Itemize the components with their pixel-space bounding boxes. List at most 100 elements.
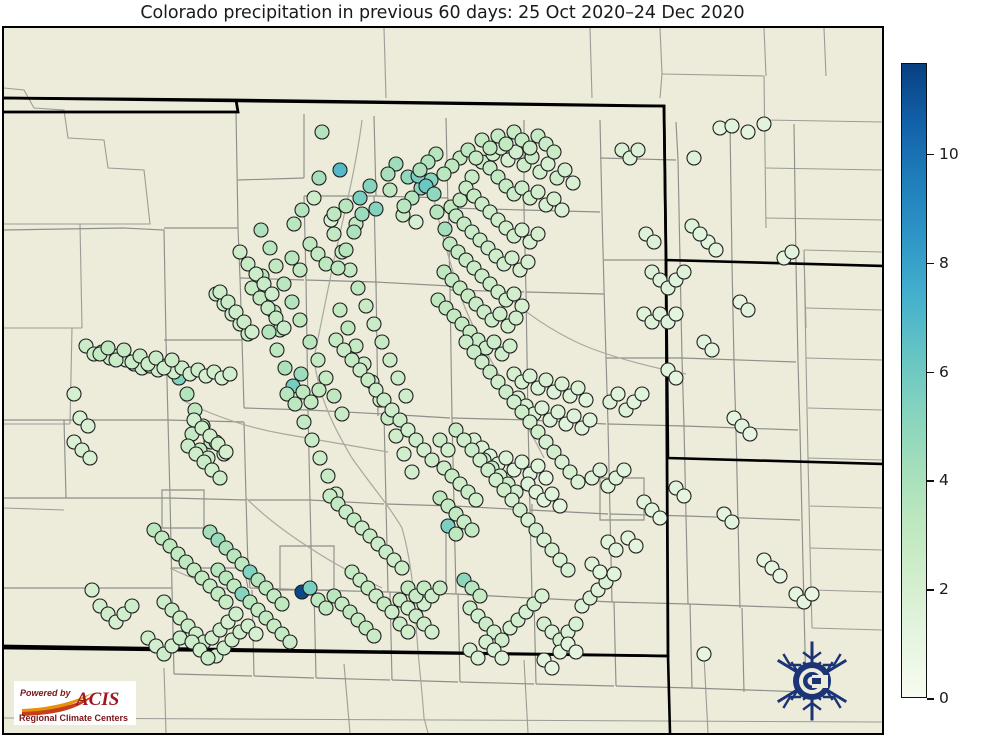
station-marker	[514, 454, 530, 470]
station-marker	[490, 374, 506, 390]
station-marker	[80, 418, 96, 434]
colorbar-tick	[927, 589, 934, 591]
station-marker	[522, 414, 538, 430]
station-marker	[302, 334, 318, 350]
station-marker	[520, 254, 536, 270]
station-marker	[550, 404, 566, 420]
station-marker	[494, 632, 510, 648]
station-marker	[466, 344, 482, 360]
station-marker	[108, 352, 124, 368]
station-marker	[240, 256, 256, 272]
station-marker	[724, 514, 740, 530]
station-marker	[772, 568, 788, 584]
station-marker	[692, 226, 708, 242]
station-marker	[506, 394, 522, 410]
station-marker	[318, 600, 334, 616]
station-marker	[440, 442, 456, 458]
station-marker	[554, 376, 570, 392]
colorbar-tick	[927, 262, 934, 265]
station-marker	[358, 298, 374, 314]
station-marker	[228, 606, 244, 622]
station-marker	[562, 464, 578, 480]
station-marker	[312, 450, 328, 466]
station-marker	[360, 372, 376, 388]
station-marker	[437, 221, 453, 237]
station-marker	[686, 150, 702, 166]
station-marker	[472, 452, 488, 468]
station-marker	[506, 286, 522, 302]
station-marker	[200, 650, 216, 666]
station-marker	[236, 314, 252, 330]
station-marker	[362, 178, 378, 194]
station-marker	[470, 650, 486, 666]
station-marker	[534, 588, 550, 604]
station-marker	[400, 624, 416, 640]
station-marker	[546, 191, 562, 207]
station-marker	[306, 190, 322, 206]
station-marker	[436, 166, 452, 182]
station-marker	[304, 432, 320, 448]
station-marker	[458, 334, 474, 350]
station-marker	[310, 246, 326, 262]
station-marker	[546, 444, 562, 460]
station-marker	[429, 204, 445, 220]
station-marker	[408, 432, 424, 448]
map-background	[4, 28, 882, 733]
station-marker	[338, 198, 354, 214]
station-marker	[616, 462, 632, 478]
station-marker	[212, 470, 228, 486]
colorado-county-lines	[4, 111, 807, 693]
station-marker	[540, 156, 556, 172]
colorbar-tick	[927, 371, 934, 374]
station-marker	[592, 462, 608, 478]
station-marker	[244, 324, 260, 340]
colorbar-tick	[927, 153, 934, 156]
station-marker	[740, 124, 756, 140]
station-marker	[326, 388, 342, 404]
station-marker	[340, 320, 356, 336]
station-marker	[704, 342, 720, 358]
station-marker	[344, 352, 360, 368]
station-marker	[464, 442, 480, 458]
station-marker	[292, 312, 308, 328]
station-marker	[530, 226, 546, 242]
station-marker	[514, 180, 530, 196]
colorbar-tick-label: 2	[939, 580, 949, 599]
station-marker	[368, 382, 384, 398]
station-marker	[468, 492, 484, 508]
station-marker	[295, 384, 311, 400]
station-marker	[416, 442, 432, 458]
station-marker	[392, 412, 408, 428]
station-marker	[804, 586, 820, 602]
station-marker	[293, 366, 309, 382]
station-marker	[544, 660, 560, 676]
colorbar-tick	[927, 480, 934, 482]
station-marker	[582, 412, 598, 428]
station-marker	[274, 596, 290, 612]
station-marker	[676, 264, 692, 280]
station-marker	[276, 276, 292, 292]
station-marker	[592, 564, 608, 580]
station-marker	[82, 450, 98, 466]
station-marker	[394, 560, 410, 576]
station-marker	[292, 262, 308, 278]
map-panel: Powered by ACIS Regional Climate Centers	[2, 26, 884, 735]
station-marker	[668, 370, 684, 386]
station-marker	[568, 644, 584, 660]
station-marker	[268, 258, 284, 274]
station-marker	[426, 186, 442, 202]
station-marker	[382, 182, 398, 198]
colorbar-tick-label: 0	[939, 689, 949, 707]
station-marker	[286, 216, 302, 232]
station-marker	[282, 634, 298, 650]
station-marker	[474, 354, 490, 370]
station-marker	[608, 542, 624, 558]
station-marker	[628, 538, 644, 554]
station-marker	[384, 402, 400, 418]
station-marker	[468, 150, 484, 166]
station-marker	[261, 324, 277, 340]
station-marker	[279, 386, 295, 402]
station-marker	[520, 512, 536, 528]
